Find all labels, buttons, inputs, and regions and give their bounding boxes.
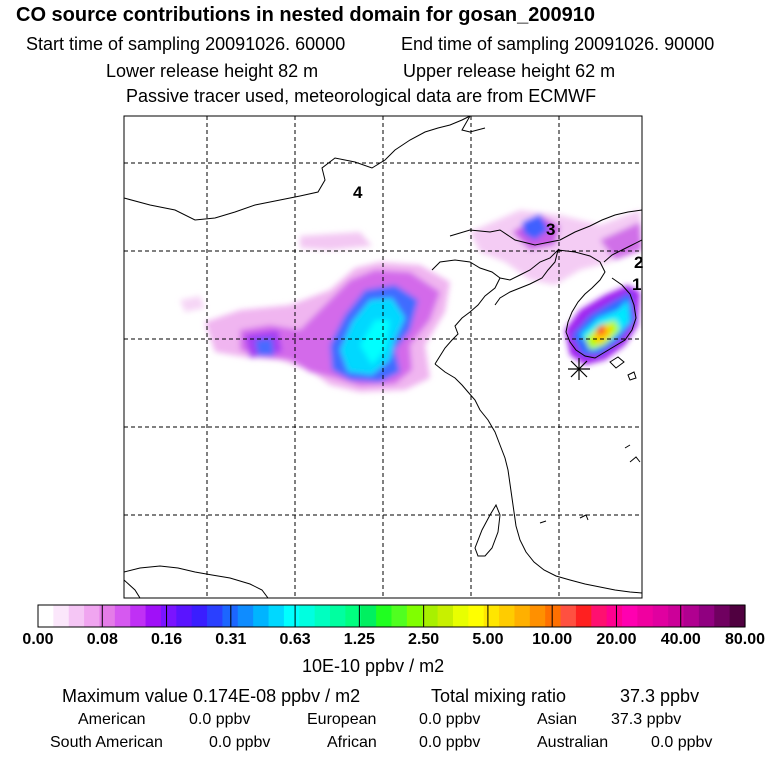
colorbar-swatch	[207, 605, 224, 627]
asian-value: 37.3 ppbv	[611, 711, 682, 728]
colorbar-tick-label: 20.00	[596, 631, 637, 648]
lat-lon-grid	[124, 116, 642, 598]
colorbar-swatch	[468, 605, 485, 627]
colorbar-swatch	[145, 605, 162, 627]
colorbar-tick-label: 2.50	[408, 631, 440, 648]
colorbar-swatch	[53, 605, 70, 627]
coastlines	[124, 116, 642, 598]
colorbar-swatch	[652, 605, 669, 627]
colorbar-swatch	[160, 605, 177, 627]
colorbar-swatch	[376, 605, 393, 627]
colorbar-swatch	[99, 605, 116, 627]
colorbar-swatch	[283, 605, 300, 627]
european-label: European	[307, 711, 377, 728]
colorbar-swatch	[191, 605, 208, 627]
colorbar-swatch	[575, 605, 592, 627]
colorbar-swatch	[314, 605, 331, 627]
upper-height-label: Upper release height 62 m	[403, 61, 616, 81]
colorbar-swatch	[330, 605, 346, 627]
american-label: American	[78, 711, 146, 728]
colorbar-swatch	[84, 605, 101, 627]
end-time-label: End time of sampling 20091026. 90000	[401, 34, 715, 54]
source-marker-3: 3	[546, 220, 555, 239]
colorbar-swatch	[360, 605, 377, 627]
colorbar-swatch	[345, 605, 362, 627]
european-value: 0.0 ppbv	[419, 711, 481, 728]
colorbar-swatch	[176, 605, 193, 627]
colorbar-swatch	[299, 605, 316, 627]
receptor-marker	[568, 358, 590, 380]
colorbar-swatch	[391, 605, 408, 627]
plume-outer	[180, 210, 642, 392]
colorbar-swatch	[268, 605, 285, 627]
colorbar-swatch	[606, 605, 623, 627]
colorbar	[37, 604, 746, 628]
max-value-label: Maximum value 0.174E-08 ppbv / m2	[62, 686, 361, 706]
south-american-label: South American	[50, 734, 163, 751]
colorbar-swatch	[483, 605, 500, 627]
colorbar-tick-label: 0.16	[150, 631, 183, 648]
african-value: 0.0 ppbv	[419, 734, 481, 751]
colorbar-swatch	[698, 605, 715, 627]
colorbar-swatch	[591, 605, 608, 627]
colorbar-swatch	[422, 605, 439, 627]
colorbar-tick-label: 10.00	[532, 631, 573, 648]
colorbar-swatch	[545, 605, 562, 627]
colorbar-tick-label: 0.63	[279, 631, 311, 648]
colorbar-unit: 10E-10 ppbv / m2	[302, 656, 445, 676]
colorbar-tick-label: 40.00	[660, 631, 701, 648]
colorbar-tick-label: 0.31	[215, 631, 247, 648]
colorbar-swatch	[514, 605, 531, 627]
colorbar-swatch	[683, 605, 700, 627]
colorbar-tick-label: 0.00	[22, 631, 54, 648]
total-mixing-value: 37.3 ppbv	[620, 686, 700, 706]
colorbar-swatch	[237, 605, 254, 627]
colorbar-swatch	[560, 605, 577, 627]
south-american-value: 0.0 ppbv	[209, 734, 271, 751]
colorbar-swatch	[68, 605, 85, 627]
concentration-field	[180, 210, 642, 392]
colorbar-swatch	[452, 605, 469, 627]
american-value: 0.0 ppbv	[189, 711, 251, 728]
colorbar-ticks	[37, 605, 746, 627]
total-mixing-label: Total mixing ratio	[431, 686, 567, 706]
source-marker-2: 2	[634, 253, 643, 272]
colorbar-swatch	[637, 605, 654, 627]
map-frame	[123, 115, 643, 599]
start-time-label: Start time of sampling 20091026. 60000	[26, 34, 346, 54]
colorbar-swatch	[499, 605, 516, 627]
colorbar-swatch	[714, 605, 731, 627]
colorbar-swatch	[130, 605, 147, 627]
tracer-info-label: Passive tracer used, meteorological data…	[126, 86, 597, 106]
source-marker-4: 4	[353, 183, 363, 202]
lower-height-label: Lower release height 82 m	[106, 61, 319, 81]
african-label: African	[327, 734, 377, 751]
colorbar-swatch	[114, 605, 131, 627]
plot-title: CO source contributions in nested domain…	[16, 4, 596, 26]
source-marker-1: 1	[632, 275, 641, 294]
australian-label: Australian	[537, 734, 609, 751]
colorbar-swatch	[253, 605, 270, 627]
colorbar-tick-label: 0.08	[86, 631, 118, 648]
colorbar-swatch	[406, 605, 423, 627]
colorbar-swatch	[437, 605, 454, 627]
australian-value: 0.0 ppbv	[651, 734, 713, 751]
colorbar-swatch	[668, 605, 685, 627]
colorbar-tick-label: 80.00	[724, 631, 766, 648]
colorbar-swatch	[729, 605, 746, 627]
colorbar-swatch	[38, 605, 54, 627]
colorbar-swatch	[529, 605, 546, 627]
asian-label: Asian	[537, 711, 578, 728]
colorbar-tick-label: 5.00	[472, 631, 504, 648]
colorbar-tick-label: 1.25	[343, 631, 375, 648]
colorbar-swatch	[622, 605, 639, 627]
